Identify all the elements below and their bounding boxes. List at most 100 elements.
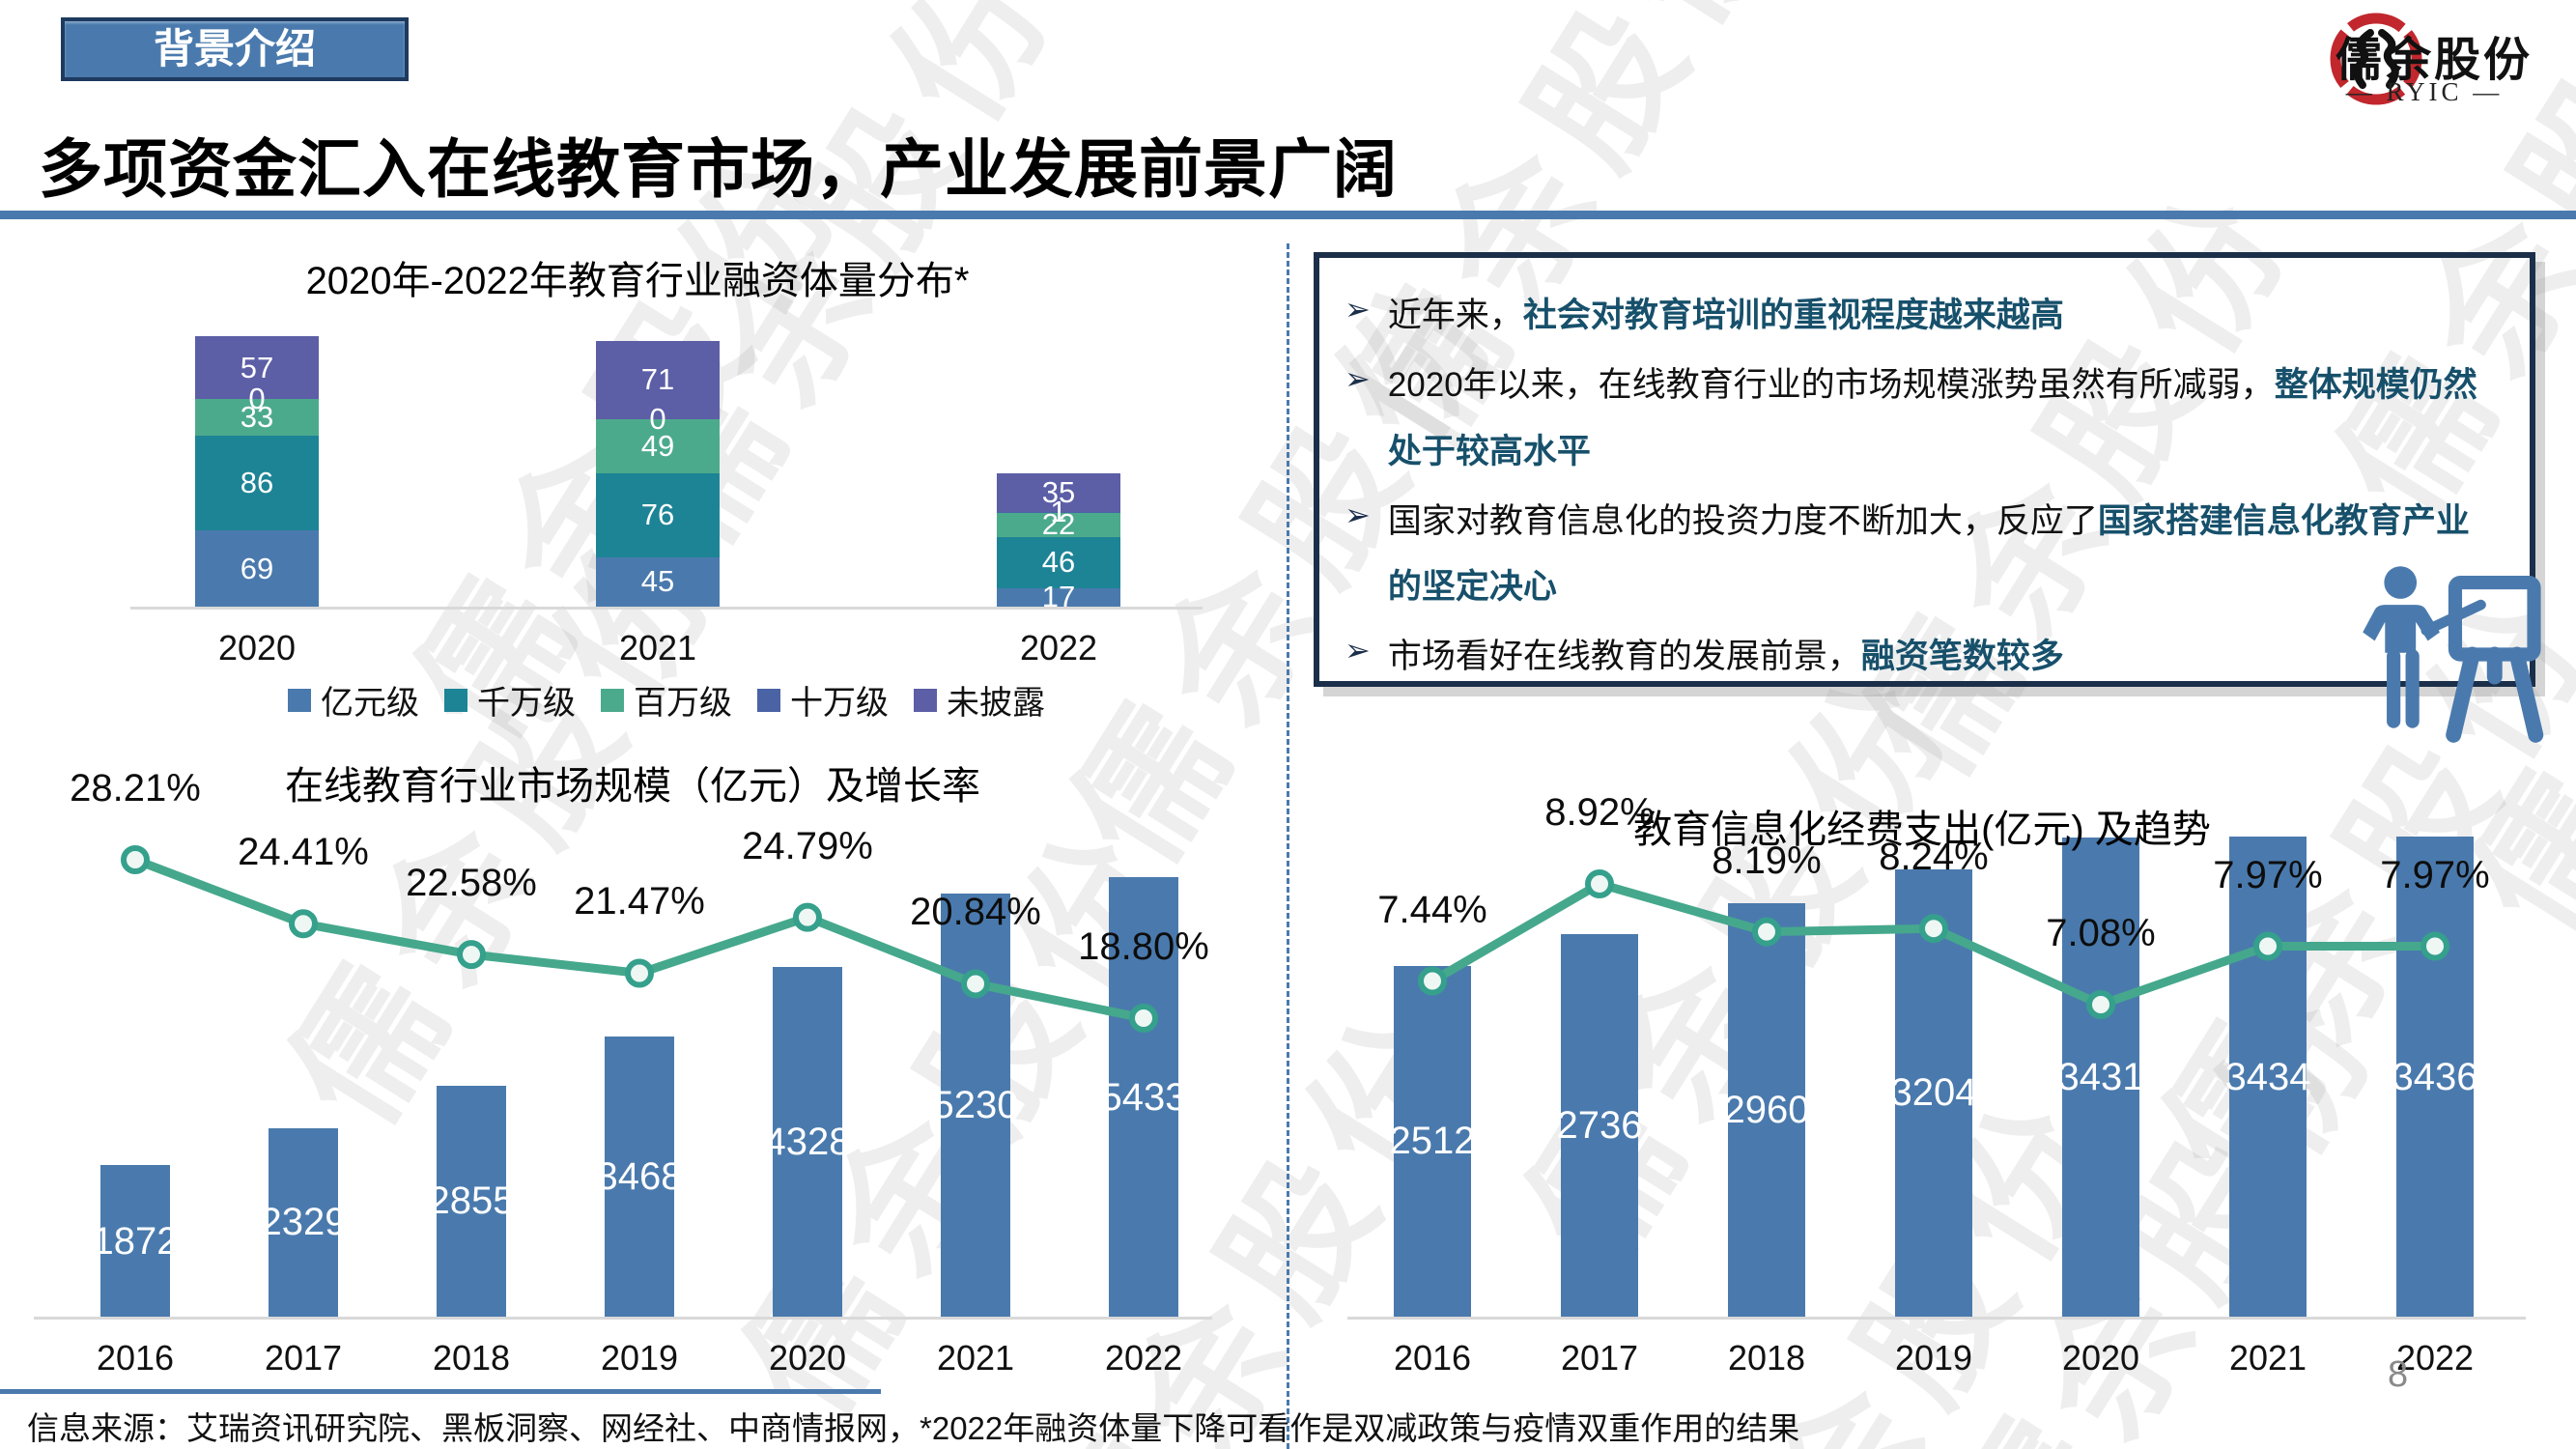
insight-text: 2020年以来，在线教育行业的市场规模涨势虽然有所减弱，整体规模仍然处于较高水平 [1387,366,2477,470]
bar [605,1036,674,1317]
x-axis-label: 2018 [1727,1338,1806,1378]
legend-swatch-icon [757,688,780,712]
legend-label: 十万级 [790,685,889,722]
pct-label: 8.24% [1879,836,1989,879]
legend-swatch-icon [288,688,311,712]
pct-label: 7.08% [2046,912,2156,954]
x-axis-online-education-market-size [34,1317,1212,1320]
insight-bullet: ➢ 近年来，社会对教育培训的重视程度越来越高 [1345,283,2501,349]
bar-value-label: 3436 [2392,1055,2478,1098]
x-axis-label: 2019 [1894,1338,1973,1378]
bar-segment-value: 45 [640,564,675,599]
page-number: 8 [2388,1354,2409,1395]
bar-value-label: 2960 [1723,1088,1810,1131]
bar-value-label: 3431 [2057,1055,2144,1098]
x-axis-label: 2020 [217,628,297,668]
pct-label: 21.47% [574,880,705,923]
x-axis-label: 2017 [1560,1338,1639,1378]
data-point-marker [121,845,150,874]
legend-swatch-icon [444,688,467,712]
bar-segment-value: 33 [240,400,274,434]
source-note: 信息来源：艾瑞资讯研究院、黑板洞察、网经社、中商情报网，*2022年融资体量下降… [27,1410,1800,1446]
data-point-marker [625,958,654,988]
arrow-bullet-icon: ➢ [1345,633,1371,668]
data-point-marker [289,909,318,939]
bar-segment [596,340,720,419]
pct-label: 8.92% [1544,791,1655,834]
bar-value-label: 4328 [764,1120,851,1163]
arrow-bullet-icon: ➢ [1345,361,1371,397]
legend: 亿元级 千万级 百万级 十万级 未披露 [130,676,1203,724]
bar-segment-value: 17 [1041,580,1076,614]
bar-segment [596,418,720,473]
bar [269,1127,338,1317]
legend-item: 亿元级 [288,676,419,724]
x-axis-education-informatization-spending [1347,1317,2526,1320]
legend-item: 十万级 [757,676,889,724]
bar-value-label: 3468 [596,1154,683,1198]
x-axis-label: 2018 [432,1338,511,1378]
bar-value-label: 2512 [1389,1120,1476,1163]
chart-title-informatization: 教育信息化经费支出(亿元) 及趋势 [1633,809,2211,851]
insight-text: 近年来，社会对教育培训的重视程度越来越高 [1387,297,2064,334]
insight-text: 国家对教育信息化的投资力度不断加大，反应了国家搭建信息化教育产业的坚定决心 [1387,501,2470,606]
footer-divider [0,1389,881,1394]
legend-item: 千万级 [444,676,576,724]
presenter-icon [2363,566,2544,743]
bar-segment [997,537,1120,588]
legend-swatch-icon [914,688,937,712]
legend-item: 未披露 [914,676,1045,724]
bar-segment-value: 69 [240,551,274,585]
bar-segment [997,587,1120,607]
bar-value-label: 1872 [92,1219,179,1263]
x-axis-label: 2016 [96,1338,175,1378]
bar-segment [195,435,319,531]
company-abbr: — RYIC — [2345,77,2504,106]
legend-label: 百万级 [634,685,732,722]
bar-value-label: 5433 [1100,1075,1187,1119]
pct-label: 28.21% [70,767,201,810]
x-axis-label: 2020 [2061,1338,2140,1378]
bar-value-label: 3204 [1890,1071,1977,1115]
bar-value-label: 3434 [2224,1055,2311,1098]
bar-segment-value: 1 [1050,495,1067,529]
pct-label: 7.44% [1377,888,1487,931]
legend-label: 千万级 [477,685,576,722]
bar [437,1085,506,1317]
x-axis-label: 2020 [768,1338,847,1378]
arrow-bullet-icon: ➢ [1345,292,1371,327]
x-axis-label: 2016 [1393,1338,1472,1378]
company-name: 儒余股份 [2335,35,2534,86]
bar-segment [195,530,319,607]
bar-value-label: 2329 [260,1201,347,1244]
bar-segment [596,556,720,607]
bar-segment-value: 76 [640,497,675,532]
bar-value-label: 5230 [932,1084,1019,1126]
x-axis-label: 2021 [936,1338,1015,1378]
company-logo-icon [2330,13,2422,105]
chart-title-funding: 2020年-2022年教育行业融资体量分布* [305,260,970,302]
bar-segment-value: 57 [240,350,274,384]
page-title: 多项资金汇入在线教育市场，产业发展前景广阔 [39,133,1398,205]
pct-label: 8.19% [1712,838,1822,882]
bar-value-label: 2855 [428,1179,515,1223]
bar-segment-value: 86 [240,466,274,499]
bar-segment-value: 0 [248,382,266,416]
data-point-marker [793,902,822,932]
x-axis-label: 2022 [1104,1338,1183,1378]
bar [1394,965,1471,1317]
insight-bullet: ➢ 国家对教育信息化的投资力度不断加大，反应了国家搭建信息化教育产业的坚定决心 [1345,489,2501,621]
pct-label: 24.79% [742,824,873,867]
bar-segment-value: 46 [1041,545,1076,580]
section-badge: 背景介绍 [61,17,409,81]
pct-label: 18.80% [1078,925,1209,968]
data-point-marker [457,940,486,970]
insight-bullet: ➢ 2020年以来，在线教育行业的市场规模涨势虽然有所减弱，整体规模仍然处于较高水… [1345,353,2501,485]
bar-value-label: 2736 [1556,1104,1643,1148]
x-axis-label: 2022 [2395,1338,2475,1378]
insight-text: 市场看好在线教育的发展前景，融资笔数较多 [1387,638,2064,676]
bar-segment [997,472,1120,512]
legend-label: 亿元级 [321,685,419,722]
bar-segment [195,336,319,400]
